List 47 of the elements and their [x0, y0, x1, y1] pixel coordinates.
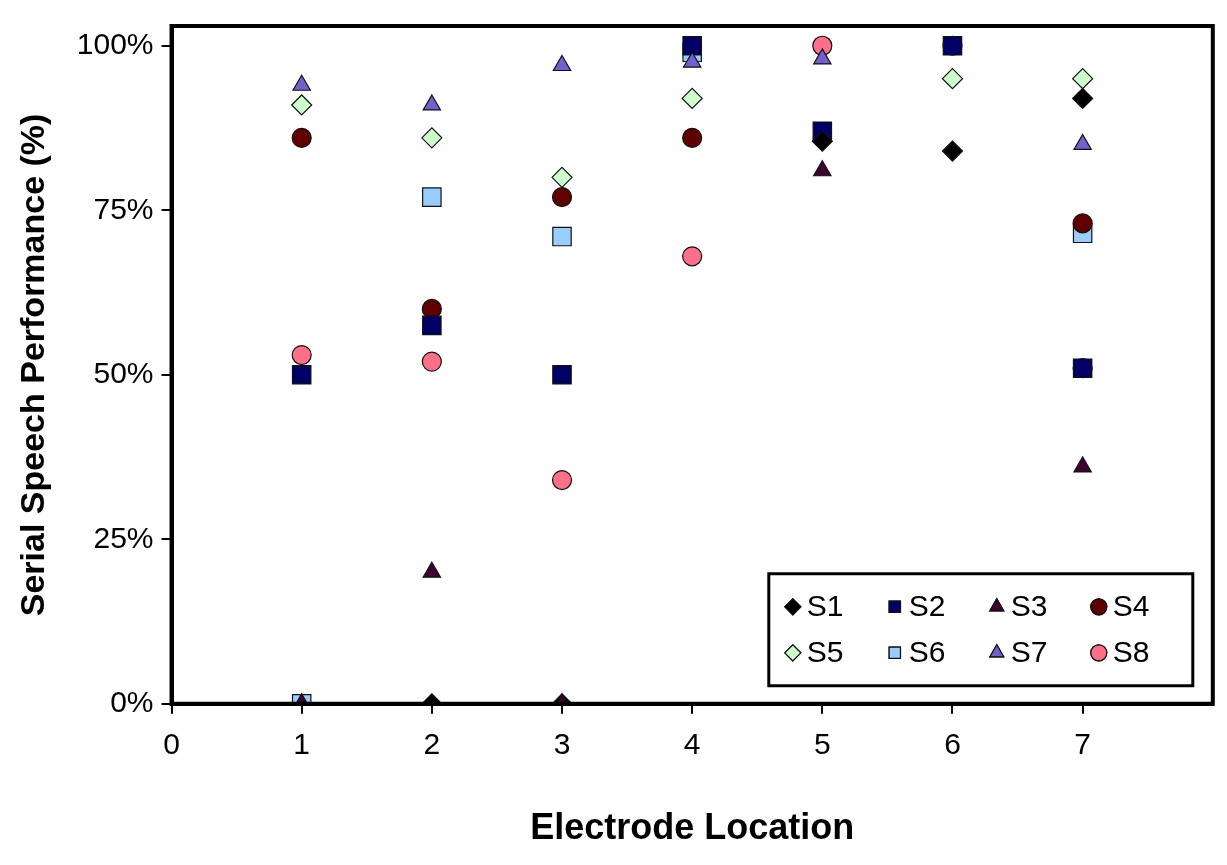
legend-label: S3 [1010, 589, 1048, 623]
x-tick-label: 5 [813, 727, 831, 761]
point [552, 226, 572, 247]
point [682, 246, 703, 267]
x-tick-label: 7 [1074, 727, 1091, 761]
point [422, 561, 442, 578]
point [551, 187, 573, 208]
legend-label: S4 [1112, 589, 1150, 623]
y-tick-label: 50% [93, 356, 154, 390]
legend-label: S8 [1112, 635, 1150, 669]
point [682, 127, 703, 148]
point [291, 127, 312, 148]
legend-label: S5 [806, 635, 844, 669]
y-tick-label: 25% [93, 520, 154, 554]
y-tick-label: 75% [93, 191, 154, 225]
point [291, 364, 312, 385]
y-tick-label: 0% [110, 685, 154, 719]
point [422, 315, 442, 336]
point [1073, 456, 1092, 473]
y-axis-title: Serial Speech Performance (%) [12, 113, 51, 617]
point [551, 166, 573, 188]
point [421, 127, 443, 149]
point [1072, 68, 1094, 90]
x-tick-label: 2 [423, 727, 441, 761]
point [1072, 213, 1093, 234]
legend-label: S6 [908, 635, 946, 669]
point [552, 364, 572, 385]
x-tick-label: 1 [293, 727, 311, 761]
x-tick-label: 3 [553, 727, 571, 761]
point [681, 87, 703, 109]
point [421, 351, 442, 372]
x-tick-label: 4 [683, 727, 701, 761]
point [291, 344, 312, 366]
y-tick-label: 100% [76, 27, 154, 61]
x-tick-label: 0 [163, 727, 180, 761]
point [941, 68, 964, 90]
point [1072, 87, 1094, 109]
point [682, 35, 702, 56]
point [811, 130, 833, 152]
point [941, 140, 964, 162]
legend-label: S1 [806, 589, 844, 623]
x-tick-label: 6 [944, 727, 961, 761]
legend-label: S7 [1010, 635, 1048, 669]
point [291, 94, 313, 116]
x-axis-title: Electrode Location [530, 806, 855, 848]
legend-label: S2 [908, 589, 946, 623]
point [422, 187, 442, 207]
